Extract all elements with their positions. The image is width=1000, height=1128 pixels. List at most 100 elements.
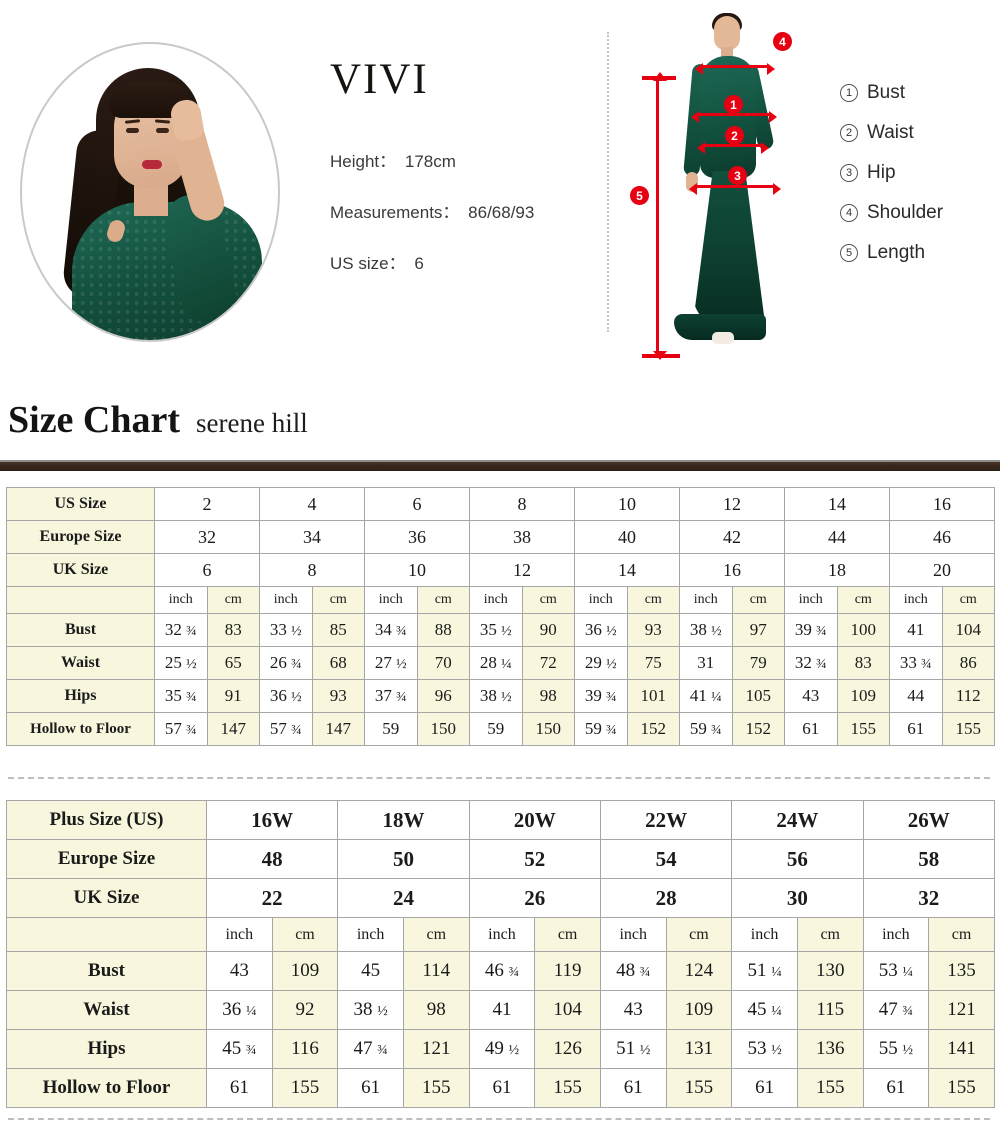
plus-unit-cm: cm — [534, 917, 601, 952]
std-row-ussize: US Size 2 4 6 8 10 12 14 16 — [6, 487, 995, 521]
plus-europe-cell: 54 — [599, 839, 733, 879]
std-unit-cm: cm — [731, 586, 785, 614]
plus-unit-cm: cm — [796, 917, 864, 952]
std-waist-cm: 79 — [731, 646, 785, 680]
plus-ussize-cell: 22W — [599, 800, 733, 840]
std-hollow-to-floor-cm: 150 — [521, 712, 575, 746]
plus-waist-cm: 115 — [796, 990, 864, 1030]
std-unit-cm: cm — [416, 586, 470, 614]
plus-unit-inch: inch — [468, 917, 536, 952]
figure-badge-5: 5 — [630, 186, 649, 205]
us-size-label: US size： — [330, 254, 406, 273]
plus-unit-inch: inch — [731, 917, 798, 952]
page-title: Size Chart — [8, 399, 181, 441]
std-bust-cm: 88 — [416, 613, 470, 647]
plus-hips-cm: 131 — [665, 1029, 733, 1069]
plus-waist-inch: 47 ¾ — [862, 990, 930, 1030]
std-ussize-cell: 2 — [154, 487, 260, 521]
std-waist-cm: 68 — [311, 646, 365, 680]
plus-waist-cm: 104 — [534, 990, 601, 1030]
plus-row-ussize: Plus Size (US) 16W 18W 20W 22W 24W 26W — [6, 800, 995, 840]
std-europe-cell: 40 — [574, 520, 680, 554]
plus-bust-cm: 119 — [534, 951, 601, 991]
plus-hollow-to-floor-cm: 155 — [928, 1068, 995, 1108]
std-ussize-cell: 10 — [574, 487, 680, 521]
std-europe-cell: 36 — [364, 520, 470, 554]
model-portrait-photo — [20, 42, 280, 342]
vertical-dotted-divider — [607, 32, 609, 332]
std-waist-cm: 65 — [206, 646, 260, 680]
std-hollow-to-floor-inch: 61 — [889, 712, 943, 746]
std-waist-cm: 83 — [836, 646, 890, 680]
plus-waist-inch: 38 ½ — [337, 990, 404, 1030]
plus-rowlabel-uk: UK Size — [6, 878, 207, 918]
plus-rowlabel-europe: Europe Size — [6, 839, 207, 879]
legend-item-length: 5 Length — [840, 242, 943, 264]
figure-shoe — [712, 332, 734, 344]
plus-bust-inch: 48 ¾ — [599, 951, 667, 991]
plus-row-hips: Hips 45 ¾ 116 47 ¾ 121 49 ½ 126 51 ½ 131 53 ½ 136 5… — [6, 1029, 995, 1069]
std-row-europe: Europe Size 32 34 36 38 40 42 44 46 — [6, 520, 995, 554]
measurement-figure: 4 1 2 3 5 — [628, 8, 828, 368]
std-bust-cm: 85 — [311, 613, 365, 647]
std-bust-inch: 35 ½ — [469, 613, 523, 647]
std-waist-cm: 70 — [416, 646, 470, 680]
plus-rowlabel-blank — [6, 917, 207, 952]
plus-bust-inch: 43 — [206, 951, 273, 991]
legend-item-shoulder: 4 Shoulder — [840, 202, 943, 224]
eye-right — [156, 128, 169, 133]
std-rowlabel-waist: Waist — [6, 646, 155, 680]
table-divider-dashed — [8, 777, 990, 779]
legend-item-hip: 3 Hip — [840, 162, 943, 184]
std-uk-cell: 8 — [259, 553, 365, 587]
plus-bust-cm: 135 — [928, 951, 995, 991]
std-waist-inch: 26 ¾ — [259, 646, 313, 680]
std-ussize-cell: 16 — [889, 487, 995, 521]
plus-bust-inch: 51 ¼ — [731, 951, 798, 991]
std-waist-inch: 28 ¼ — [469, 646, 523, 680]
plus-waist-cm: 109 — [665, 990, 733, 1030]
std-ussize-cell: 12 — [679, 487, 785, 521]
legend-number-2: 2 — [840, 124, 858, 142]
std-unit-inch: inch — [574, 586, 628, 614]
plus-row-uk: UK Size 22 24 26 28 30 32 — [6, 878, 995, 918]
heading-rule — [0, 460, 1000, 471]
plus-europe-cell: 50 — [337, 839, 470, 879]
plus-uk-cell: 24 — [337, 878, 470, 918]
plus-unit-inch: inch — [337, 917, 404, 952]
plus-hips-cm: 136 — [796, 1029, 864, 1069]
measurements-value: 86/68/93 — [468, 203, 535, 222]
plus-hips-cm: 141 — [928, 1029, 995, 1069]
height-value: 178cm — [404, 152, 456, 171]
plus-unit-inch: inch — [862, 917, 930, 952]
plus-rowlabel-ussize: Plus Size (US) — [6, 800, 207, 840]
std-bust-cm: 90 — [521, 613, 575, 647]
bust-measure-arrow — [691, 111, 777, 123]
plus-rowlabel-bust: Bust — [6, 951, 207, 991]
plus-unit-inch: inch — [206, 917, 273, 952]
std-hollow-to-floor-inch: 59 ¾ — [679, 712, 733, 746]
std-hips-inch: 41 ¼ — [679, 679, 733, 713]
std-bust-cm: 93 — [626, 613, 680, 647]
model-measurements-line: Measurements： 86/68/93 — [330, 198, 600, 223]
plus-row-units: inch cm inch cm inch cm inch cm inch cm inch cm — [6, 917, 995, 952]
plus-hips-inch: 51 ½ — [599, 1029, 667, 1069]
std-waist-inch: 31 — [679, 646, 733, 680]
std-hips-cm: 96 — [416, 679, 470, 713]
legend-number-3: 3 — [840, 164, 858, 182]
size-chart-heading: Size Chart serene hill — [0, 398, 1000, 442]
legend-item-bust: 1 Bust — [840, 82, 943, 104]
std-rowlabel-europe: Europe Size — [6, 520, 155, 554]
plus-bust-cm: 130 — [796, 951, 864, 991]
std-row-bust: Bust 32 ¾ 83 33 ½ 85 34 ¾ 88 35 ½ 90 36 ½ 93 38 ½ 97… — [6, 613, 995, 647]
std-bust-cm: 97 — [731, 613, 785, 647]
std-ussize-cell: 8 — [469, 487, 575, 521]
model-details: VIVI Height： 178cm Measurements： 86/68/9… — [330, 58, 600, 300]
plus-waist-inch: 41 — [468, 990, 536, 1030]
std-hips-inch: 35 ¾ — [154, 679, 208, 713]
plus-rowlabel-waist: Waist — [6, 990, 207, 1030]
std-unit-inch: inch — [784, 586, 838, 614]
std-unit-cm: cm — [836, 586, 890, 614]
figure-badge-2: 2 — [725, 126, 744, 145]
